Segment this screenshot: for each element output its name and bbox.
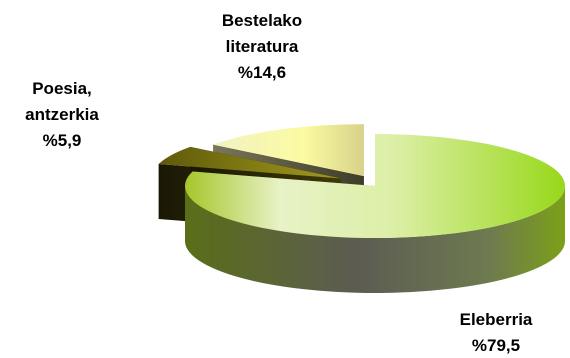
slice-top <box>213 124 364 177</box>
slice-value-label: %14,6 <box>238 63 286 82</box>
pie-slice-1 <box>185 134 565 293</box>
slice-label-2: Poesia, antzerkia %5,9 <box>25 79 99 150</box>
slice-label-3: Bestelako literatura %14,6 <box>222 11 302 82</box>
pie-slices <box>158 124 565 293</box>
slice-name-label: Poesia, <box>32 79 92 98</box>
slice-top <box>185 134 565 238</box>
slice-name-label: antzerkia <box>25 105 99 124</box>
slice-name-label: Eleberria <box>460 310 533 329</box>
slice-value-label: %5,9 <box>43 131 82 150</box>
slice-name-label: Bestelako <box>222 11 302 30</box>
slice-labels: Eleberria %79,5 Poesia, antzerkia %5,9 Bestel… <box>25 11 533 355</box>
slice-rim <box>185 186 565 293</box>
slice-top <box>158 146 342 179</box>
slice-name-label: literatura <box>226 37 299 56</box>
slice-label-1: Eleberria %79,5 <box>460 310 533 355</box>
slice-value-label: %79,5 <box>472 336 520 355</box>
